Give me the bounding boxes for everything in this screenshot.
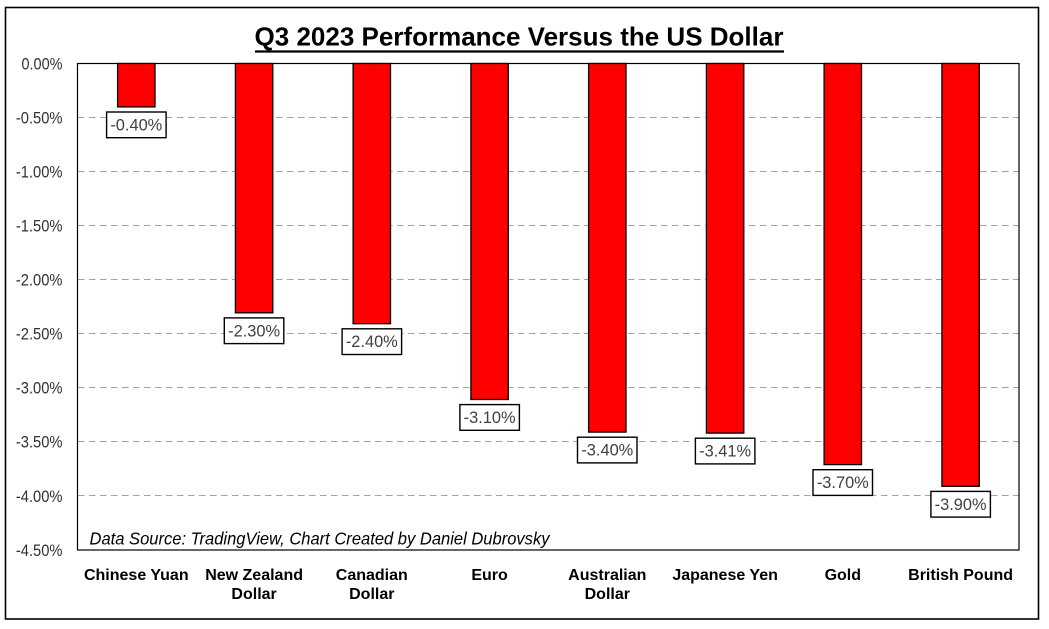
svg-text:-2.40%: -2.40% (346, 333, 398, 351)
svg-text:Chinese Yuan: Chinese Yuan (84, 567, 189, 584)
svg-text:-3.70%: -3.70% (817, 474, 869, 492)
svg-text:-3.40%: -3.40% (581, 442, 633, 460)
svg-text:Q3 2023 Performance Versus the: Q3 2023 Performance Versus the US Dollar (255, 22, 784, 52)
svg-text:-2.50%: -2.50% (16, 326, 63, 344)
svg-text:Japanese Yen: Japanese Yen (672, 567, 778, 584)
svg-text:Data Source: TradingView, Char: Data Source: TradingView, Chart Created … (90, 529, 551, 549)
svg-text:-2.00%: -2.00% (16, 272, 63, 290)
svg-text:-3.90%: -3.90% (935, 496, 987, 514)
svg-text:Canadian: Canadian (336, 567, 408, 584)
svg-text:-4.50%: -4.50% (16, 542, 63, 560)
svg-text:Dollar: Dollar (231, 586, 276, 603)
svg-text:0.00%: 0.00% (22, 55, 63, 73)
svg-text:-4.00%: -4.00% (16, 488, 63, 506)
svg-text:New Zealand: New Zealand (205, 567, 303, 584)
svg-text:Euro: Euro (471, 567, 508, 584)
svg-text:Australian: Australian (568, 567, 646, 584)
svg-text:-3.00%: -3.00% (16, 380, 63, 398)
svg-text:-1.00%: -1.00% (16, 164, 63, 182)
svg-text:Dollar: Dollar (349, 586, 394, 603)
svg-text:British Pound: British Pound (908, 567, 1013, 584)
svg-text:-0.40%: -0.40% (110, 116, 162, 134)
svg-text:-3.41%: -3.41% (699, 443, 751, 461)
svg-text:Dollar: Dollar (585, 586, 630, 603)
svg-text:-1.50%: -1.50% (16, 218, 63, 236)
svg-text:-3.50%: -3.50% (16, 434, 63, 452)
svg-text:-2.30%: -2.30% (228, 322, 280, 340)
svg-text:-0.50%: -0.50% (16, 109, 63, 127)
svg-text:Gold: Gold (825, 567, 861, 584)
svg-text:-3.10%: -3.10% (464, 409, 516, 427)
